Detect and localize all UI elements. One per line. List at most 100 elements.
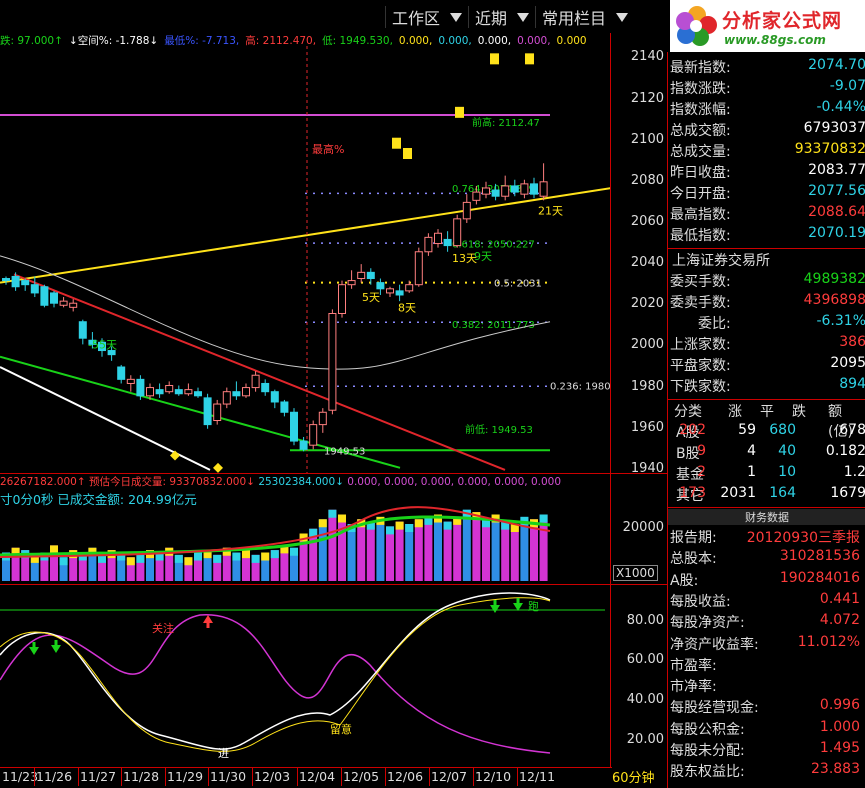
- volume-bar-cap: [117, 552, 126, 561]
- signal-marker-icon: [392, 137, 401, 149]
- divider: [668, 507, 865, 508]
- fib-label: 0.618: 2050.227: [452, 240, 535, 251]
- fin-value: 11.012%: [797, 633, 860, 650]
- volume-bar: [357, 519, 366, 581]
- vol-tick: 20000: [622, 520, 664, 535]
- price-chart[interactable]: 前高: 2112.47 前低: 1949.53 0.764: 2074.379 0.6…: [0, 46, 610, 474]
- volume-bar-cap: [203, 550, 212, 559]
- volume-ma-line: [0, 506, 551, 558]
- indicator-value: 跌: 97.000↑: [0, 35, 63, 47]
- volume-bar-cap: [395, 521, 404, 530]
- volume-bar-cap: [98, 554, 106, 563]
- vol-unit: X1000: [613, 565, 658, 581]
- arrow-down-icon: [490, 605, 500, 613]
- price-tick: 2060: [630, 213, 664, 229]
- table-cell-category: 其它: [676, 488, 704, 504]
- price-tick: 2140: [630, 49, 664, 65]
- volume-bar: [155, 552, 164, 581]
- volume-bar-cap: [482, 519, 490, 528]
- tick-separator: [252, 768, 253, 786]
- volume-bar: [222, 547, 231, 581]
- volume-bar-cap: [261, 552, 270, 561]
- menu-recent[interactable]: 近期: [468, 6, 535, 28]
- candle-body: [40, 286, 49, 306]
- time-axis: 11/23 11/26 11/27 11/28 11/29 11/30 12/03 12/04…: [0, 767, 612, 786]
- volume-bar: [434, 514, 442, 581]
- trend-line-green: [0, 355, 401, 469]
- indicator-line: 跌: 97.000↑ ↓空间%: -1.788↓ 最低%: -7.713, 高: 21…: [0, 33, 668, 47]
- menu-common[interactable]: 常用栏目: [535, 6, 634, 28]
- fin-row: 每股未分配: 1.495: [668, 740, 865, 761]
- table-cell-flat: 59: [738, 422, 756, 438]
- top-toolbar: 工作区 近期 常用栏目: [0, 0, 668, 34]
- max-pct-label: 最高%: [312, 142, 344, 156]
- volume-bar-cap: [318, 519, 327, 528]
- info-panel: 最新指数: 2074.70 指数涨跌: -9.07 指数涨幅: -0.44% 总成交额: 67…: [667, 52, 865, 788]
- table-cell-up: 9: [697, 443, 706, 459]
- fib-label: 0.5: 2031: [494, 279, 542, 290]
- signal-marker-icon: [403, 148, 412, 159]
- fin-row: 报告期: 20120930三季报: [668, 527, 865, 548]
- fin-value: 23.883: [811, 761, 860, 778]
- volume-bar: [213, 554, 222, 581]
- fin-title: 财务数据: [668, 509, 865, 525]
- candle-body: [357, 271, 366, 280]
- tick-separator: [429, 768, 430, 786]
- period-selector[interactable]: 60分钟: [612, 767, 667, 786]
- volume-bar-cap: [136, 554, 145, 563]
- menu-workspace[interactable]: 工作区: [385, 6, 468, 28]
- candle-body: [366, 271, 375, 280]
- arrow-down-icon: [29, 647, 39, 655]
- volume-chart[interactable]: [0, 503, 610, 581]
- arrow-down-icon: [51, 645, 61, 653]
- day-count-label: -55天: [88, 338, 117, 351]
- volume-bar-cap: [30, 554, 39, 563]
- index-label: 昨日收盘:: [670, 165, 731, 181]
- exchange-value: 894: [839, 376, 865, 392]
- volume-bar-cap: [242, 550, 250, 559]
- table-cell-up: 173: [679, 485, 706, 501]
- volume-bar: [261, 552, 270, 581]
- volume-bar: [453, 516, 462, 581]
- volume-bar: [78, 552, 87, 581]
- arrow-down-icon: [54, 640, 58, 645]
- fin-value: 4.072: [819, 612, 860, 629]
- exchange-row: 委买手数: 4989382: [668, 271, 865, 292]
- table-cell-amount: 678: [839, 422, 865, 438]
- fin-row: 每股净资产: 4.072: [668, 612, 865, 633]
- index-value: 2088.64: [808, 204, 865, 220]
- volume-bar-cap: [184, 557, 193, 566]
- index-row: 今日开盘: 2077.56: [668, 183, 865, 204]
- volume-bar-cap: [520, 516, 529, 525]
- trend-line-red: [13, 273, 506, 471]
- osc-tick: 80.00: [626, 613, 664, 628]
- candle-body: [174, 389, 183, 395]
- index-row: 昨日收盘: 2083.77: [668, 162, 865, 183]
- volume-bar: [107, 550, 116, 581]
- price-tick: 1940: [630, 460, 664, 476]
- market-table-row: A股 202 59 680 678: [668, 422, 865, 443]
- volume-bar: [203, 550, 212, 581]
- table-header-cell: 额(亿): [828, 404, 853, 440]
- fin-row: 市净率:: [668, 676, 865, 697]
- candle-body: [309, 424, 318, 446]
- attention-label: 关注: [152, 621, 174, 635]
- index-value: 2074.70: [808, 57, 865, 73]
- volume-bar: [366, 521, 375, 581]
- index-row: 最低指数: 2070.19: [668, 225, 865, 246]
- candle-body: [328, 313, 337, 411]
- vol-value-a: 26267182.000↑: [0, 476, 86, 488]
- candle-body: [443, 238, 452, 247]
- time-tick: 12/06: [387, 769, 424, 784]
- fib-label: 0.382: 2011.773: [452, 320, 535, 331]
- time-tick: 11/27: [80, 769, 117, 784]
- fin-label: 报告期:: [670, 530, 717, 546]
- tick-separator: [121, 768, 122, 786]
- tick-separator: [385, 768, 386, 786]
- arrow-up-icon: [206, 623, 210, 628]
- candle-body: [539, 181, 548, 197]
- indicator-value: ↓空间%: -1.788↓: [68, 35, 159, 47]
- index-value: 93370832: [794, 141, 865, 157]
- index-row: 总成交量: 93370832: [668, 141, 865, 162]
